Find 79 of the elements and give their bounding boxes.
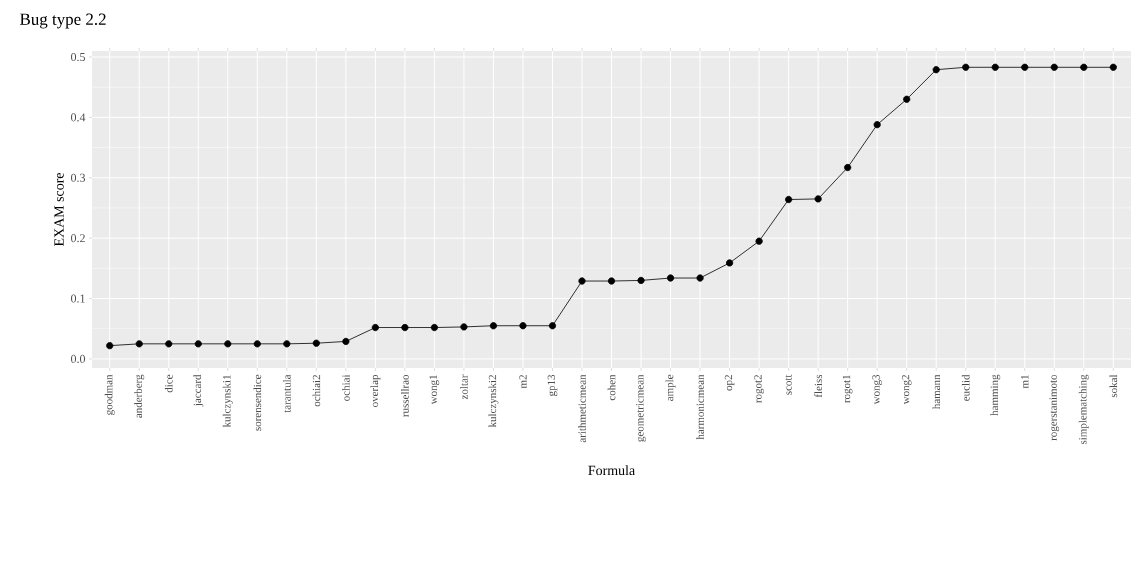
y-tick-label: 0.0 <box>71 354 86 363</box>
point <box>991 63 999 71</box>
point <box>548 322 557 330</box>
point <box>135 340 143 348</box>
point <box>1109 63 1117 71</box>
x-tick-label: hamann <box>932 374 941 410</box>
point <box>844 163 852 172</box>
point <box>371 323 379 332</box>
point <box>342 337 350 346</box>
x-tick-label: sorensendice <box>253 374 262 431</box>
x-tick-label: goodman <box>104 374 115 415</box>
x-tick-label: ochiai2 <box>312 375 321 407</box>
x-tick-label: ample <box>665 374 676 401</box>
x-tick-label: overlap <box>370 374 381 407</box>
point <box>696 274 704 282</box>
point <box>430 323 438 332</box>
point <box>1021 63 1029 71</box>
point <box>312 339 320 347</box>
chart-title: Bug type 2.2 <box>20 13 106 29</box>
y-axis-title: EXAM score <box>54 172 64 247</box>
x-tick-label: dice <box>164 374 173 393</box>
x-tick-label: rogot2 <box>754 375 764 403</box>
x-tick-label: anderberg <box>134 374 145 418</box>
x-tick-label: kulczynski1 <box>222 375 233 428</box>
y-tick-label: 0.3 <box>71 173 86 182</box>
point <box>460 323 468 331</box>
x-tick-label: op2 <box>724 375 735 391</box>
point <box>1080 63 1088 71</box>
x-tick-label: wong3 <box>872 374 882 405</box>
point <box>489 322 498 330</box>
point <box>519 322 527 330</box>
point <box>165 340 173 348</box>
x-tick-label: wong1 <box>429 375 440 405</box>
x-tick-label: fleiss <box>814 374 823 398</box>
point <box>194 340 202 348</box>
x-tick-label: scott <box>785 374 792 395</box>
point <box>607 277 616 285</box>
x-tick-label: gp13 <box>547 374 558 396</box>
x-tick-label: rogot1 <box>842 375 853 403</box>
point <box>814 195 822 203</box>
x-tick-label: ochiai <box>342 374 350 401</box>
x-tick-label: kulczynski2 <box>488 375 499 428</box>
x-tick-label: tarantula <box>282 374 291 413</box>
point <box>666 274 675 282</box>
x-tick-label: geometricmean <box>636 374 646 442</box>
point <box>903 95 911 103</box>
y-tick-label: 0.1 <box>71 294 85 303</box>
x-tick-label: harmonicmean <box>696 374 704 440</box>
point <box>785 195 793 204</box>
x-tick-label: zoltar <box>460 374 468 400</box>
x-tick-label: euclid <box>961 374 970 401</box>
point <box>932 66 940 74</box>
x-tick-label: arithmeticmean <box>578 374 586 443</box>
point <box>962 63 970 71</box>
x-tick-label: russellrao <box>401 374 409 417</box>
x-tick-label: cohen <box>607 374 616 401</box>
point <box>726 259 734 267</box>
point <box>253 340 261 348</box>
point <box>401 323 409 332</box>
point <box>755 237 763 245</box>
x-tick-label: wong2 <box>901 375 912 405</box>
x-tick-label: rogerstanimoto <box>1049 374 1060 441</box>
point <box>224 340 232 348</box>
x-tick-label: m2 <box>519 375 527 389</box>
point <box>283 340 291 348</box>
point <box>106 342 114 350</box>
x-tick-label: sokal <box>1109 374 1118 398</box>
point <box>873 121 881 129</box>
y-tick-label: 0.2 <box>71 234 85 243</box>
point <box>578 277 586 285</box>
point <box>1050 63 1058 71</box>
y-tick-label: 0.4 <box>71 113 86 122</box>
x-tick-label: hamming <box>990 374 1001 416</box>
point <box>637 276 645 285</box>
y-tick-label: 0.5 <box>71 52 86 62</box>
x-axis-title: Formula <box>588 465 635 476</box>
x-tick-label: jaccard <box>193 374 204 407</box>
x-tick-label: m1 <box>1021 375 1029 389</box>
x-tick-label: simplematching <box>1078 374 1089 445</box>
